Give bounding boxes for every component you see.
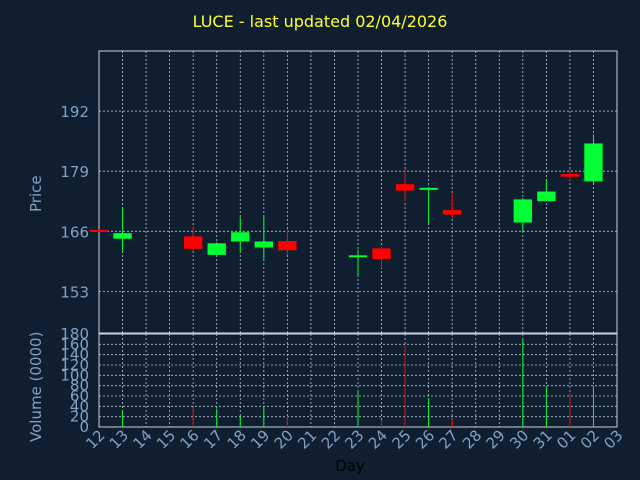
- volume-tick-label: 160: [60, 335, 89, 353]
- x-tick-label: 19: [247, 426, 273, 452]
- x-tick-label: 20: [271, 426, 297, 452]
- x-tick-label: 15: [153, 426, 179, 452]
- x-tick-label: 01: [553, 426, 579, 452]
- volume-tick-label: 40: [70, 397, 89, 415]
- x-tick-label: 13: [106, 426, 132, 452]
- candle-body-up: [113, 233, 132, 239]
- candle-body-down: [183, 236, 203, 249]
- x-axis-label: Day: [335, 457, 365, 475]
- x-tick-label: 14: [129, 426, 155, 452]
- x-tick-label: 26: [412, 426, 438, 452]
- x-tick-label: 17: [200, 426, 226, 452]
- volume-tick-label: 0: [79, 418, 89, 436]
- x-tick-label: 25: [388, 426, 414, 452]
- volume-tick-label: 180: [60, 325, 89, 343]
- candle-body-up: [207, 243, 226, 255]
- candle-body-up: [348, 255, 368, 258]
- x-tick-label: 21: [294, 426, 320, 452]
- x-tick-label: 30: [506, 426, 532, 452]
- x-tick-label: 22: [318, 426, 344, 452]
- volume-tick-label: 120: [60, 356, 89, 374]
- x-tick-label: 16: [177, 426, 203, 452]
- x-tick-label: 03: [600, 426, 626, 452]
- candle-body-up: [537, 191, 556, 202]
- candle-body-down: [395, 184, 415, 191]
- candle-body-up: [254, 241, 274, 248]
- x-tick-label: 28: [459, 426, 485, 452]
- price-tick-label: 179: [60, 163, 89, 181]
- candle-body-up: [419, 187, 438, 190]
- candle-body-up: [513, 199, 533, 223]
- x-tick-label: 18: [224, 426, 250, 452]
- candle-body-down: [372, 248, 391, 260]
- candle-body-up: [231, 232, 250, 242]
- x-tick-label: 02: [577, 426, 603, 452]
- candle-body-down: [442, 210, 462, 215]
- price-tick-label: 192: [60, 103, 89, 121]
- candle-body-down: [278, 241, 297, 251]
- chart-title: LUCE - last updated 02/04/2026: [192, 12, 448, 31]
- candle-body-down: [560, 173, 580, 177]
- x-tick-label: 23: [341, 426, 367, 452]
- volume-tick-label: 100: [60, 366, 89, 384]
- x-tick-label: 24: [365, 426, 391, 452]
- volume-tick-label: 20: [70, 408, 89, 426]
- volume-tick-label: 140: [60, 346, 89, 364]
- volume-tick-label: 60: [70, 387, 89, 405]
- x-tick-label: 29: [483, 426, 509, 452]
- x-tick-label: 31: [530, 426, 556, 452]
- price-tick-label: 153: [60, 283, 89, 301]
- candle-body-up: [584, 143, 603, 182]
- price-tick-label: 166: [60, 223, 89, 241]
- volume-tick-label: 80: [70, 377, 89, 395]
- x-tick-label: 27: [436, 426, 462, 452]
- candle-body-down: [89, 229, 109, 232]
- price-panel-frame: [98, 50, 618, 334]
